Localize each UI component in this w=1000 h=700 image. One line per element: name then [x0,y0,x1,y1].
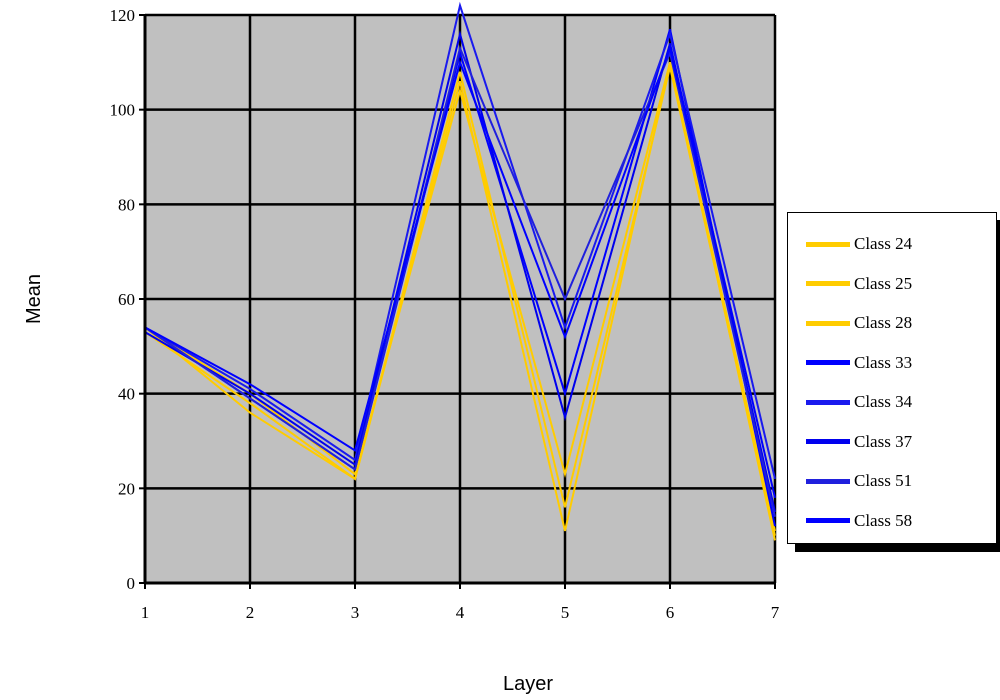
legend-label: Class 58 [854,511,912,531]
legend-label: Class 25 [854,274,912,294]
y-tick-label: 20 [118,479,135,498]
y-axis-title: Mean [23,274,45,324]
legend-item: Class 51 [806,470,912,492]
legend-swatch [806,360,850,365]
x-axis-title: Layer [503,673,553,695]
legend-item: Class 28 [806,312,912,334]
legend-label: Class 51 [854,471,912,491]
y-tick-label: 100 [110,101,136,120]
legend-label: Class 28 [854,313,912,333]
legend-swatch [806,479,850,484]
y-tick-label: 80 [118,195,135,214]
y-tick-label: 60 [118,290,135,309]
y-tick-label: 0 [127,574,136,593]
legend-swatch [806,281,850,286]
x-tick-label: 6 [666,603,675,622]
y-tick-label: 40 [118,385,135,404]
legend: Class 24 Class 25 Class 28 Class 33 Class 34… [787,212,997,544]
legend-swatch [806,242,850,247]
legend-label: Class 33 [854,353,912,373]
y-tick-label: 120 [110,6,136,25]
legend-item: Class 24 [806,233,912,255]
legend-label: Class 37 [854,432,912,452]
legend-swatch [806,439,850,444]
legend-item: Class 33 [806,352,912,374]
legend-label: Class 34 [854,392,912,412]
legend-item: Class 37 [806,431,912,453]
x-tick-label: 1 [141,603,150,622]
x-tick-label: 5 [561,603,570,622]
legend-label: Class 24 [854,234,912,254]
x-tick-label: 7 [771,603,780,622]
legend-item: Class 34 [806,391,912,413]
legend-swatch [806,518,850,523]
legend-item: Class 25 [806,273,912,295]
x-tick-label: 2 [246,603,255,622]
legend-swatch [806,321,850,326]
x-tick-label: 4 [456,603,465,622]
x-tick-label: 3 [351,603,360,622]
legend-item: Class 58 [806,510,912,532]
legend-swatch [806,400,850,405]
